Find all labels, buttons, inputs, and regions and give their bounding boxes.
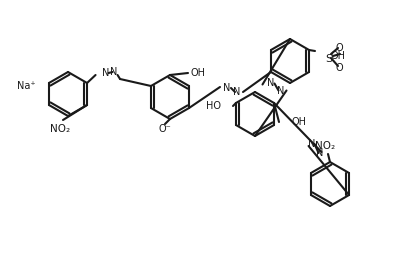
Text: HO: HO — [206, 101, 221, 111]
Text: Na⁺: Na⁺ — [17, 81, 36, 91]
Text: N: N — [233, 87, 241, 97]
Text: S: S — [326, 54, 332, 64]
Text: NO₂: NO₂ — [50, 124, 70, 134]
Text: N: N — [316, 148, 323, 158]
Text: OH: OH — [330, 51, 346, 61]
Text: N: N — [223, 83, 231, 93]
Text: NO₂: NO₂ — [315, 141, 335, 151]
Text: N: N — [277, 85, 284, 95]
Text: OH: OH — [190, 68, 206, 78]
Text: N: N — [308, 139, 315, 149]
Text: N: N — [267, 78, 274, 88]
Text: N: N — [102, 68, 109, 78]
Text: OH: OH — [291, 117, 306, 127]
Text: O: O — [335, 43, 343, 53]
Text: O: O — [335, 63, 343, 73]
Text: O⁻: O⁻ — [159, 124, 171, 134]
Text: N: N — [110, 67, 117, 77]
